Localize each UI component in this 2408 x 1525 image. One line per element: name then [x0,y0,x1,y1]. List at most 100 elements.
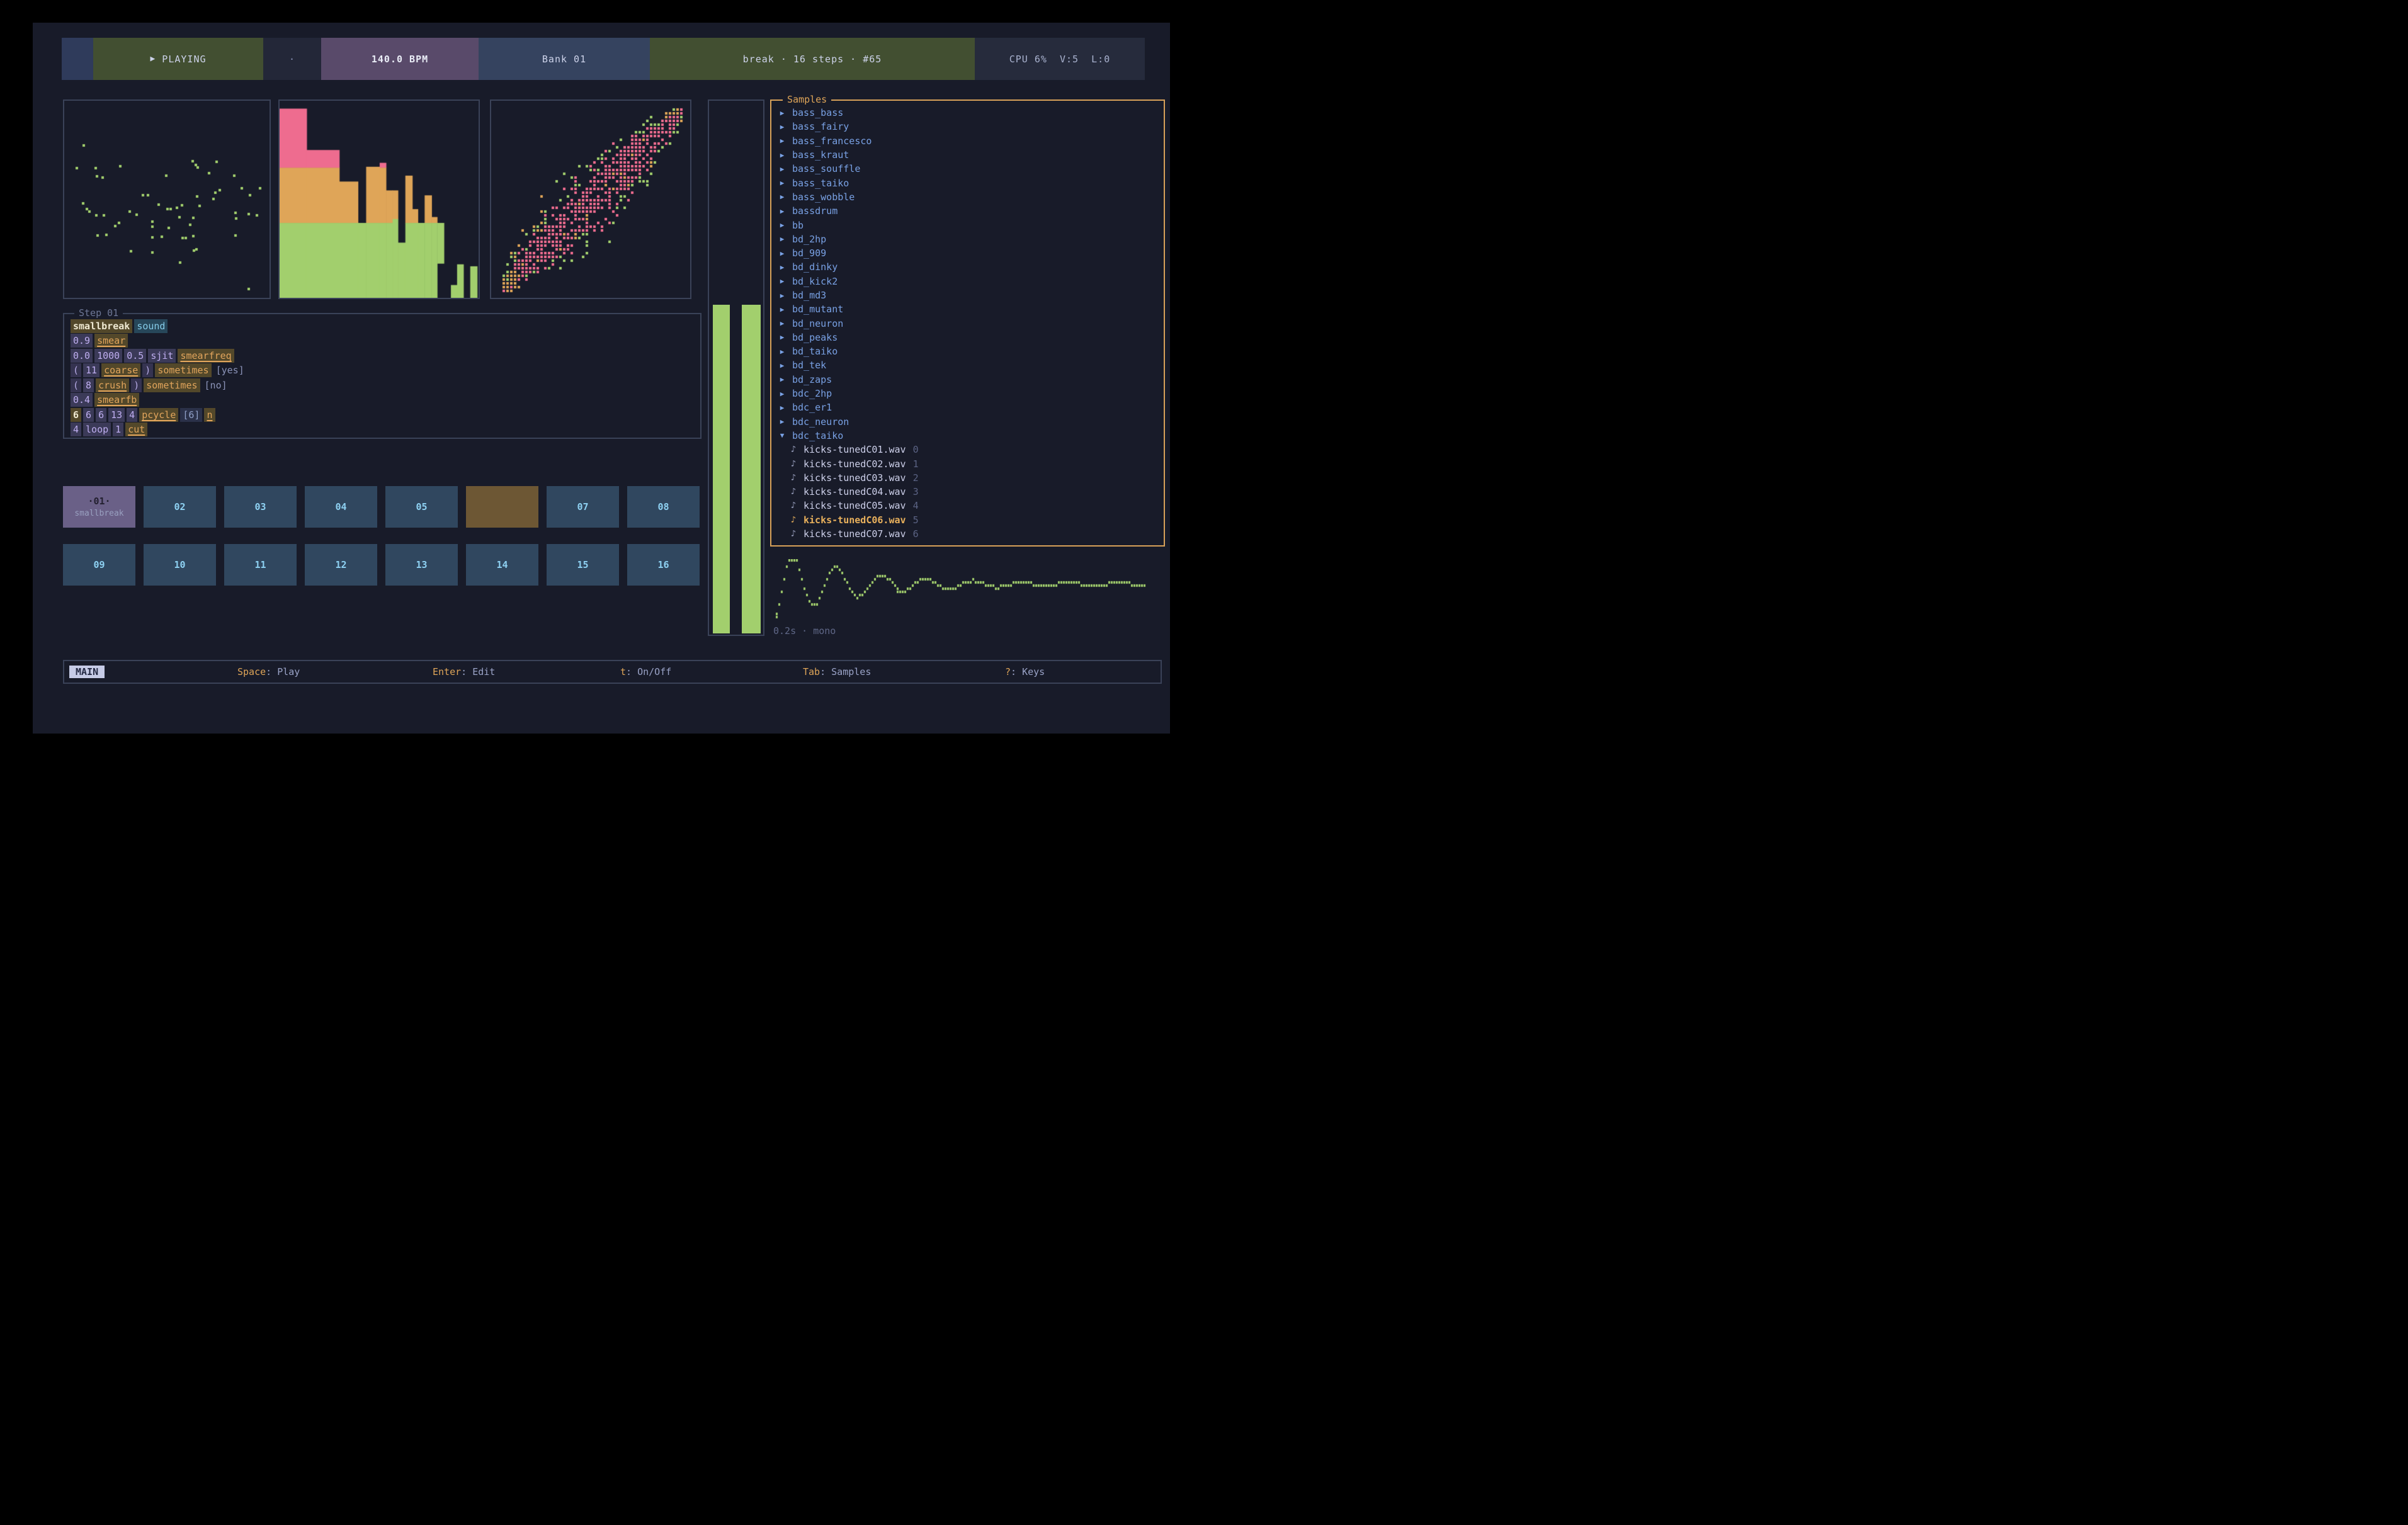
sample-list-item[interactable]: ♪ kicks-tunedC01.wav 0 [776,443,1160,456]
code-token[interactable]: crush [96,378,130,392]
step-cell-8[interactable]: 08 [627,486,700,528]
code-token[interactable]: smallbreak [71,319,133,333]
hint-action: : Play [266,666,300,677]
sample-list-item[interactable]: ▶ bd_taiko [776,344,1160,358]
sample-list-item[interactable]: ▶ bd_tek [776,358,1160,372]
code-token[interactable]: sometimes [144,378,200,392]
pattern-info[interactable]: break · 16 steps · #65 [650,38,975,80]
sample-list-item[interactable]: ♪ kicks-tunedC02.wav 1 [776,456,1160,470]
code-token[interactable]: loop [83,422,111,437]
code-token[interactable]: 1 [113,422,124,437]
sample-list-item[interactable]: ▼ bdc_taiko [776,429,1160,443]
sample-list-item[interactable]: ♪ kicks-tunedC07.wav 6 [776,527,1160,541]
code-token[interactable]: 6 [83,407,94,422]
code-line: 0.0 1000 0.5 sjit smearfreq [71,348,249,363]
code-token[interactable]: n [204,407,215,422]
key-hint: t: On/Off [620,666,671,677]
code-token[interactable]: pcycle [139,407,179,422]
sample-list-item[interactable]: ♪ kicks-tunedC06.wav 5 [776,513,1160,527]
code-token[interactable]: coarse [101,363,141,378]
hint-action: : On/Off [626,666,672,677]
sample-list-item[interactable]: ▶ bb [776,218,1160,232]
folder-collapsed-icon: ▶ [780,333,785,342]
step-cell-6[interactable] [466,486,538,528]
code-token[interactable]: 0.9 [71,334,93,348]
sample-list-item[interactable]: ▶ bd_2hp [776,232,1160,246]
folder-collapsed-icon: ▶ [780,291,785,300]
step-cell-7[interactable]: 07 [547,486,619,528]
step-cell-9[interactable]: 09 [63,544,135,586]
code-token[interactable]: 13 [108,407,125,422]
code-token[interactable]: [yes] [215,365,244,377]
code-token[interactable]: ) [142,363,154,378]
sample-list-item[interactable]: ▶ bd_neuron [776,316,1160,330]
transport-toggle[interactable]: ▶ PLAYING [93,38,263,80]
step-cell-3[interactable]: 03 [224,486,297,528]
code-token[interactable]: 4 [127,407,138,422]
code-token[interactable]: ) [131,378,142,392]
sample-list-item[interactable]: ▶ bassdrum [776,204,1160,218]
step-number: 15 [577,559,589,570]
scatter-visualization-panel [63,99,271,299]
sample-list-item[interactable]: ▶ bass_kraut [776,148,1160,162]
sample-list-item[interactable]: ▶ bd_909 [776,246,1160,260]
sample-list-item[interactable]: ▶ bd_dinky [776,260,1160,274]
step-cell-4[interactable]: 04 [305,486,377,528]
bpm-control[interactable]: 140.0 BPM [321,38,479,80]
code-token[interactable]: sjit [148,348,176,363]
code-token[interactable]: smearfb [94,393,140,407]
sample-list-item[interactable]: ♪ kicks-tunedC05.wav 4 [776,499,1160,513]
sample-list-item[interactable]: ▶ bd_mutant [776,302,1160,316]
step-cell-15[interactable]: 15 [547,544,619,586]
step-cell-10[interactable]: 10 [144,544,216,586]
step-cell-5[interactable]: 05 [385,486,458,528]
code-token[interactable]: smear [94,334,128,348]
code-token[interactable]: ( [71,378,82,392]
sample-list-item[interactable]: ▶ bd_peaks [776,331,1160,344]
sample-list-item[interactable]: ♪ kicks-tunedC04.wav 3 [776,485,1160,499]
step-cell-12[interactable]: 12 [305,544,377,586]
sample-list-item[interactable]: ▶ bass_taiko [776,176,1160,190]
step-cell-2[interactable]: 02 [144,486,216,528]
step-cell-13[interactable]: 13 [385,544,458,586]
sample-list-item[interactable]: ▶ bass_bass [776,106,1160,120]
code-token[interactable]: 6 [96,407,107,422]
code-token[interactable]: ( [71,363,82,378]
sample-list-item[interactable]: ▶ bd_zaps [776,373,1160,387]
code-token[interactable]: [6] [180,407,203,422]
sample-list-item[interactable]: ▶ bdc_neuron [776,415,1160,429]
code-token[interactable]: 1000 [94,348,123,363]
step-cell-11[interactable]: 11 [224,544,297,586]
code-token[interactable]: sometimes [155,363,212,378]
sample-name: kicks-tunedC01.wav [804,444,906,456]
step-cell-14[interactable]: 14 [466,544,538,586]
folder-collapsed-icon: ▶ [780,122,785,131]
code-token[interactable]: 8 [83,378,94,392]
code-token[interactable]: 4 [71,422,82,437]
step-cell-16[interactable]: 16 [627,544,700,586]
code-token[interactable]: smearfreq [178,348,234,363]
sample-list-item[interactable]: ▶ bass_fairy [776,120,1160,133]
code-token[interactable]: sound [134,319,168,333]
code-line: (8 crush) sometimes [no] [71,378,249,393]
sample-list-item[interactable]: ♪ kicks-tunedC03.wav 2 [776,471,1160,485]
sample-name: bass_taiko [792,177,849,189]
code-token[interactable]: cut [125,422,148,437]
code-token[interactable]: 0.0 [71,348,93,363]
sample-list-item[interactable]: ▶ bd_kick2 [776,275,1160,288]
sample-list-item[interactable]: ▶ bdc_er1 [776,400,1160,414]
code-token[interactable]: 0.5 [124,348,147,363]
code-token[interactable]: 11 [83,363,100,378]
sample-list-item[interactable]: ▶ bass_francesco [776,134,1160,148]
code-token[interactable]: 6 [71,407,82,422]
topbar-corner-block [62,38,93,80]
sample-list-item[interactable]: ▶ bass_wobble [776,190,1160,204]
step-cell-1[interactable]: ·01· smallbreak [63,486,135,528]
sample-list-item[interactable]: ▶ bdc_2hp [776,387,1160,400]
bank-selector[interactable]: Bank 01 [479,38,650,80]
code-token[interactable]: [no] [204,379,227,391]
sample-list-item[interactable]: ▶ bd_md3 [776,288,1160,302]
sample-list-item[interactable]: ▶ bass_souffle [776,162,1160,176]
code-token[interactable]: 0.4 [71,393,93,407]
note-icon: ♪ [790,501,797,511]
